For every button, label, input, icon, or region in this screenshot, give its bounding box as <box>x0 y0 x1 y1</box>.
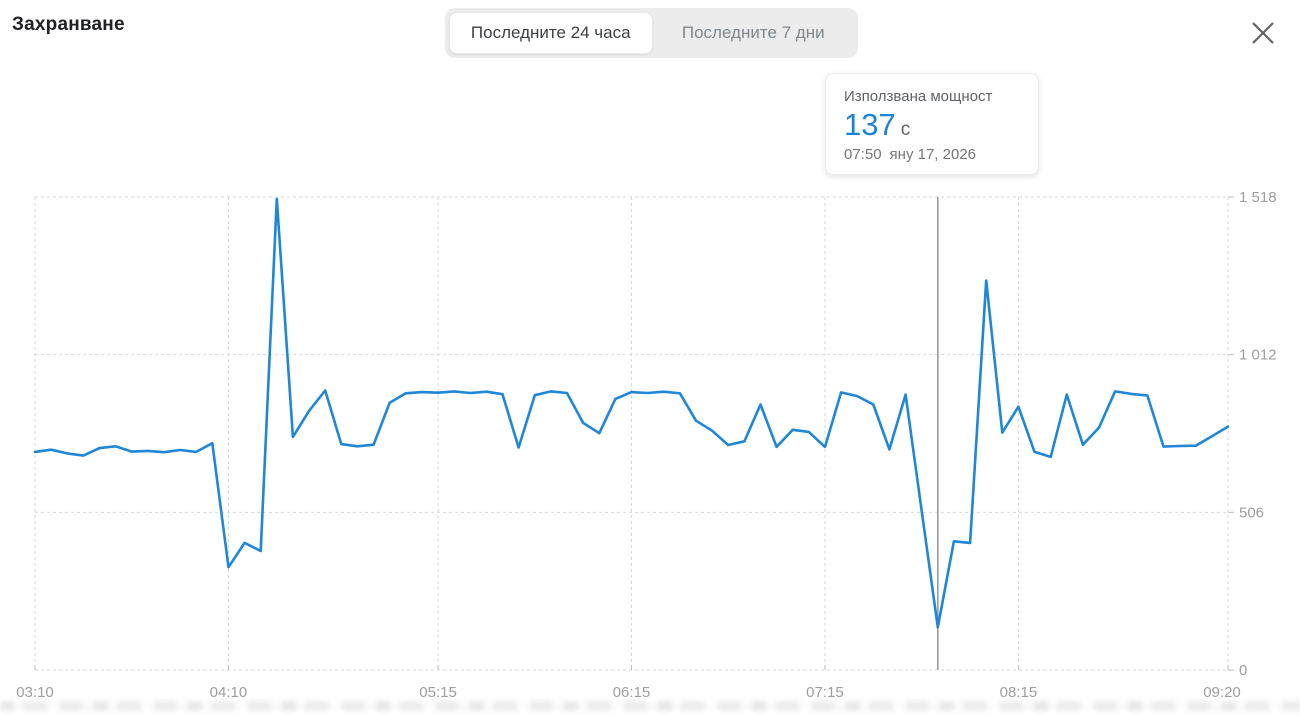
page-title: Захранване <box>12 14 125 35</box>
time-range-tabs: Последните 24 часа Последните 7 дни <box>445 8 858 58</box>
tooltip-timestamp: 07:50 яну 17, 2026 <box>844 146 1020 163</box>
tab-last-24-hours[interactable]: Последните 24 часа <box>449 12 653 54</box>
tooltip-time: 07:50 <box>844 146 882 163</box>
chart-tooltip: Използвана мощност 137 с 07:50 яну 17, 2… <box>825 73 1039 175</box>
y-tick-label: 1 012 <box>1239 347 1277 364</box>
y-tick-label: 506 <box>1239 504 1264 521</box>
x-tick-label: 09:20 <box>1203 684 1241 701</box>
y-tick-label: 0 <box>1239 662 1247 679</box>
tooltip-unit: с <box>900 119 911 140</box>
blurred-content-strip <box>0 701 1300 711</box>
tab-last-7-days[interactable]: Последните 7 дни <box>653 12 855 54</box>
y-tick-label: 1 518 <box>1239 189 1277 206</box>
x-tick-label: 06:15 <box>613 684 651 701</box>
tooltip-value: 137 <box>844 107 896 142</box>
x-tick-label: 04:10 <box>210 684 248 701</box>
tooltip-value-row: 137 с <box>844 107 1020 143</box>
tooltip-title: Използвана мощност <box>844 88 993 105</box>
x-tick-label: 05:15 <box>419 684 457 701</box>
x-tick-label: 07:15 <box>806 684 844 701</box>
power-series-line <box>33 197 1230 629</box>
tooltip-date: яну 17, 2026 <box>889 146 977 163</box>
x-tick-label: 03:10 <box>16 684 54 701</box>
x-tick-label: 08:15 <box>1000 684 1038 701</box>
close-button[interactable] <box>1248 18 1278 48</box>
close-icon <box>1252 22 1274 44</box>
